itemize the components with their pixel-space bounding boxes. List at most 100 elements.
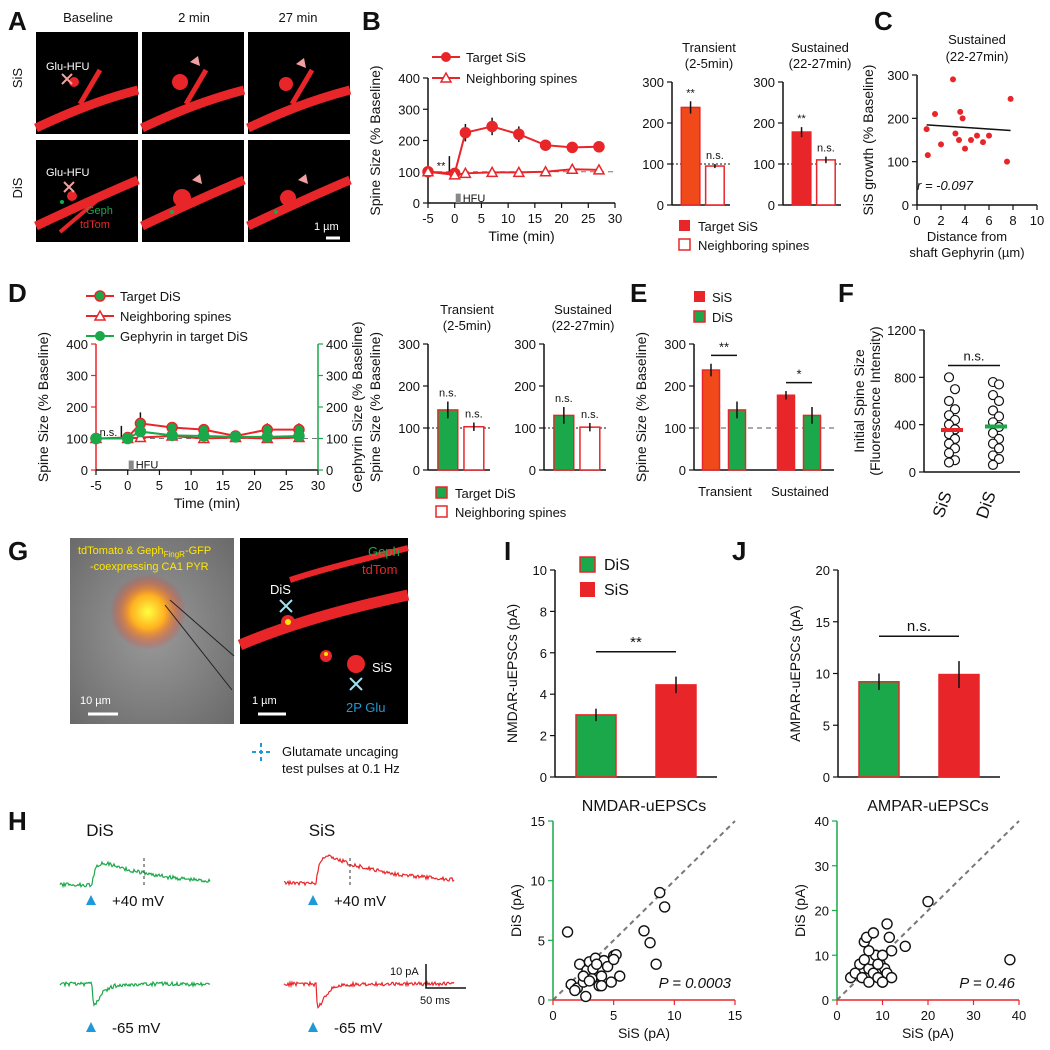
data-point <box>654 886 666 899</box>
stim-label: Glu-HFU <box>46 61 89 73</box>
voltage-label: +40 mV <box>112 893 164 910</box>
micrograph-cell: tdTomato & GephFingR-GFP -coexpressing C… <box>70 538 235 724</box>
data-point <box>974 132 980 139</box>
sig-label: n.s. <box>964 349 985 364</box>
y-tick-label: 0 <box>326 463 333 478</box>
y-tick-label: 10 <box>815 948 829 963</box>
micrograph-sis-27min <box>246 32 352 134</box>
legend-b-bars: Target SiS Neighboring spines <box>678 219 810 253</box>
data-point <box>1004 954 1016 966</box>
y2-axis-label: Gephyrin Size (% Baseline) <box>349 321 365 492</box>
chart-subtitle: (2-5min) <box>443 318 491 333</box>
chart-nmdar-scatter: NMDAR-uEPSCs 0 5 10 15 0 5 10 15 DiS (pA) SiS (pA)… <box>508 798 742 1041</box>
bar <box>575 714 617 778</box>
x-axis-label: Time (min) <box>174 495 240 511</box>
chart-title: Sustained <box>948 32 1006 47</box>
sig-label: n.s. <box>817 143 835 155</box>
sig-label: n.s. <box>907 618 931 635</box>
note-line-1: Glutamate uncaging <box>282 744 398 759</box>
category-label: Transient <box>698 484 752 499</box>
data-point <box>867 927 880 939</box>
y-tick-label: 0 <box>822 993 829 1008</box>
y-tick-label: 300 <box>66 369 88 384</box>
micrograph-dis-baseline: Glu-HFU Geph tdTom <box>34 140 140 242</box>
x-tick-label: 20 <box>921 1008 935 1023</box>
y-tick-label: 200 <box>398 379 420 394</box>
hfu-marker <box>128 460 134 470</box>
y-tick-label: 200 <box>66 400 88 415</box>
data-point <box>980 139 986 146</box>
x-tick-label: 10 <box>667 1008 681 1023</box>
y-tick-label: 300 <box>326 369 348 384</box>
data-point <box>513 128 525 140</box>
sig-label: n.s. <box>706 150 724 162</box>
col-title-27min: 27 min <box>278 10 317 25</box>
cell-label: -coexpressing CA1 PYR <box>90 561 209 573</box>
y-tick-label: 6 <box>540 646 547 661</box>
panel-letter-f: F <box>838 278 854 308</box>
geph-label: Geph <box>368 544 400 559</box>
data-point <box>595 979 608 992</box>
panel-letter-h: H <box>8 806 27 836</box>
x-tick-label: 5 <box>610 1008 617 1023</box>
data-point <box>956 137 962 143</box>
y-tick-label: 200 <box>887 111 909 126</box>
data-point <box>566 141 579 154</box>
chart-title: Sustained <box>791 40 849 55</box>
bar <box>858 681 900 778</box>
x-tick-label: -5 <box>90 478 102 493</box>
data-point <box>650 958 662 970</box>
glu-label: 2P Glu <box>346 700 386 715</box>
chart-subtitle: (2-5min) <box>685 56 733 71</box>
trace-sis-pos <box>283 854 455 887</box>
sig-label: * <box>796 367 801 382</box>
y-tick-label: 0 <box>909 465 916 480</box>
data-point <box>924 152 931 159</box>
y-axis-label: Initial Spine Size <box>851 349 867 453</box>
bar <box>704 165 725 206</box>
x-tick-label: 25 <box>279 478 293 493</box>
category-label: SiS <box>929 489 956 520</box>
y-tick-label: 0 <box>81 463 88 478</box>
y-tick-label: 100 <box>398 165 420 180</box>
data-point <box>658 901 671 913</box>
x-tick-label: 2 <box>937 213 944 228</box>
panel-letter-g: G <box>8 536 28 566</box>
trace-dis-pos <box>59 860 211 889</box>
voltage-label: +40 mV <box>334 893 386 910</box>
x-tick-label: 15 <box>728 1008 742 1023</box>
data-point <box>539 165 552 177</box>
y-tick-label: 100 <box>66 432 88 447</box>
bar <box>655 684 697 778</box>
x-axis-label: SiS (pA) <box>902 1025 954 1041</box>
data-point <box>959 115 966 122</box>
data-point <box>949 384 961 395</box>
scale-label: 1 µm <box>314 221 339 233</box>
col-title-2min: 2 min <box>178 10 210 25</box>
data-point <box>987 427 999 439</box>
y-tick-label: 300 <box>664 337 686 352</box>
trace-title-dis: DiS <box>86 821 113 840</box>
bar <box>579 426 601 471</box>
y-axis-label: Spine Size (% Baseline) <box>367 332 383 482</box>
uncaging-cross-icon <box>61 73 73 85</box>
x-tick-label: 0 <box>124 478 131 493</box>
legend-label: Gephyrin in target DiS <box>120 329 248 344</box>
x-tick-label: 30 <box>966 1008 980 1023</box>
y-tick-label: 0 <box>529 463 536 478</box>
y-tick-label: 300 <box>887 68 909 83</box>
data-point <box>459 126 472 139</box>
note-line-2: test pulses at 0.1 Hz <box>282 761 400 776</box>
legend-d: Target DiS Neighboring spines Gephyrin i… <box>86 289 248 344</box>
voltage-label: -65 mV <box>112 1020 160 1037</box>
y-tick-label: 400 <box>398 71 420 86</box>
y-tick-label: 5 <box>538 933 545 948</box>
x-tick-label: 25 <box>581 211 595 226</box>
y-tick-label: 20 <box>816 563 830 578</box>
x-tick-label: 15 <box>528 211 542 226</box>
y-axis-label: Spine Size (% Baseline) <box>367 65 383 215</box>
chart-subtitle: (22-27min) <box>946 49 1009 64</box>
data-point <box>952 130 959 137</box>
chart-d-sustained: Sustained(22-27min) 0 100 200 300 n.s. n.s. <box>514 302 614 478</box>
y-tick-label: 400 <box>894 418 916 433</box>
